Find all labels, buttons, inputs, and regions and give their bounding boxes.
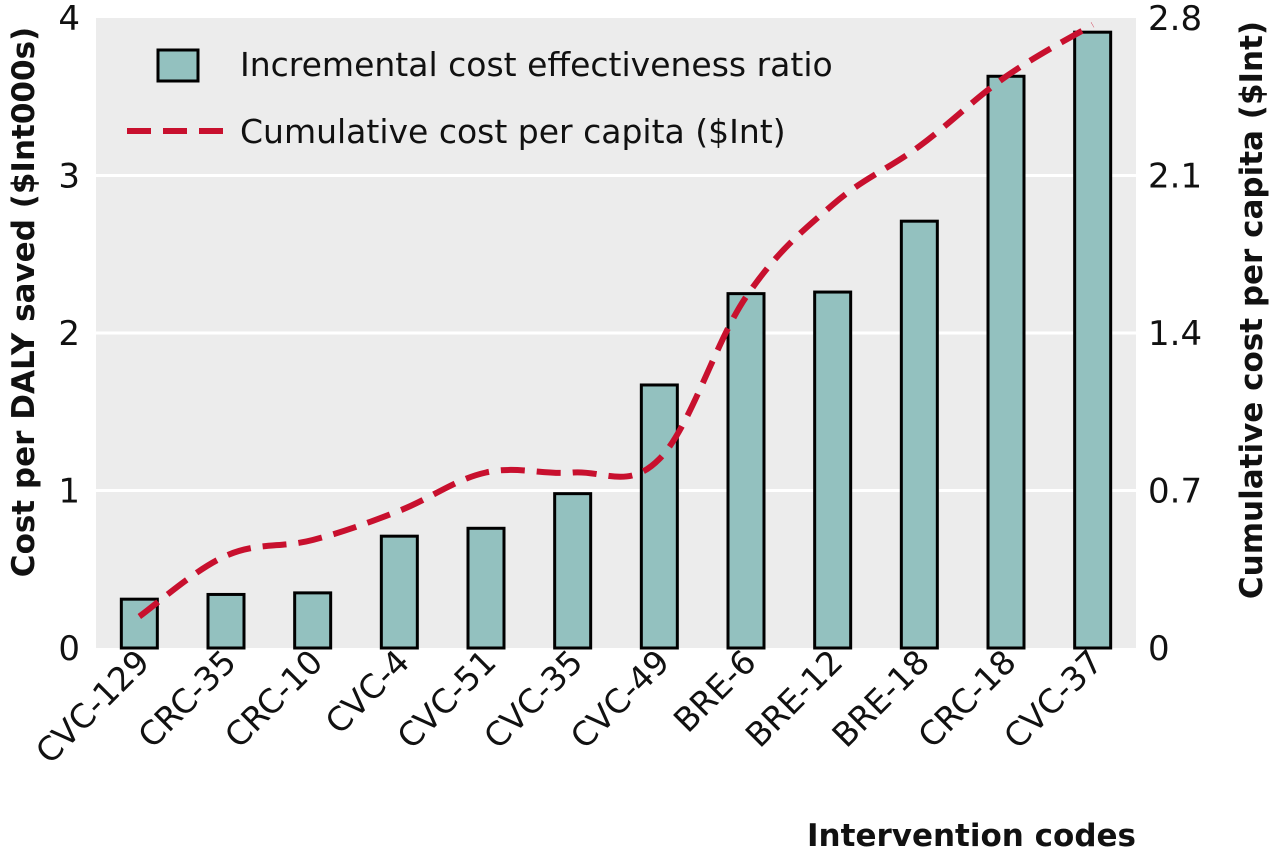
bar: [293, 591, 333, 650]
bar: [466, 526, 506, 650]
y2-tick-label: 1.4: [1148, 314, 1202, 354]
y2-axis-title: Cumulative cost per capita ($Int): [1234, 21, 1270, 599]
bar: [813, 290, 853, 650]
legend-label-bar: Incremental cost effectiveness ratio: [240, 45, 833, 84]
bar: [206, 592, 246, 650]
bar: [899, 219, 939, 650]
category-label: CVC-129: [28, 642, 157, 771]
bar: [1073, 30, 1113, 650]
right-axis-ticks: 0 0.7 1.4 2.1 2.8: [1148, 0, 1202, 669]
category-label: CVC-37: [996, 642, 1110, 756]
bar: [379, 534, 419, 650]
legend-swatch-bar: [156, 48, 200, 83]
category-labels: CVC-129CRC-35CRC-10CVC-4CVC-51CVC-35CVC-…: [28, 642, 1110, 771]
y2-tick-label: 2.8: [1148, 0, 1202, 39]
cumulative-cost-line: [137, 22, 1095, 619]
category-label: BRE-12: [738, 642, 851, 755]
legend-label-line: Cumulative cost per capita ($Int): [240, 112, 786, 151]
bar: [553, 492, 593, 650]
legend: Incremental cost effectiveness ratio Cum…: [127, 45, 833, 151]
bar: [986, 74, 1026, 650]
y-tick-label: 4: [58, 0, 80, 39]
left-axis-ticks: 0 1 2 3 4: [58, 0, 80, 669]
y2-tick-label: 0.7: [1148, 472, 1202, 512]
y-tick-label: 2: [58, 314, 80, 354]
x-axis-title: Intervention codes: [807, 818, 1136, 849]
bar: [726, 292, 766, 650]
y2-tick-label: 2.1: [1148, 157, 1202, 197]
y2-tick-label: 0: [1148, 629, 1170, 669]
y-tick-label: 0: [58, 629, 80, 669]
y-axis-title: Cost per DALY saved ($Int000s): [6, 27, 42, 577]
gridlines: [96, 174, 1136, 492]
bar: [639, 383, 679, 650]
bar-series: [119, 30, 1113, 650]
y-tick-label: 3: [58, 157, 80, 197]
category-label: CRC-10: [217, 642, 330, 755]
y-tick-label: 1: [58, 472, 80, 512]
